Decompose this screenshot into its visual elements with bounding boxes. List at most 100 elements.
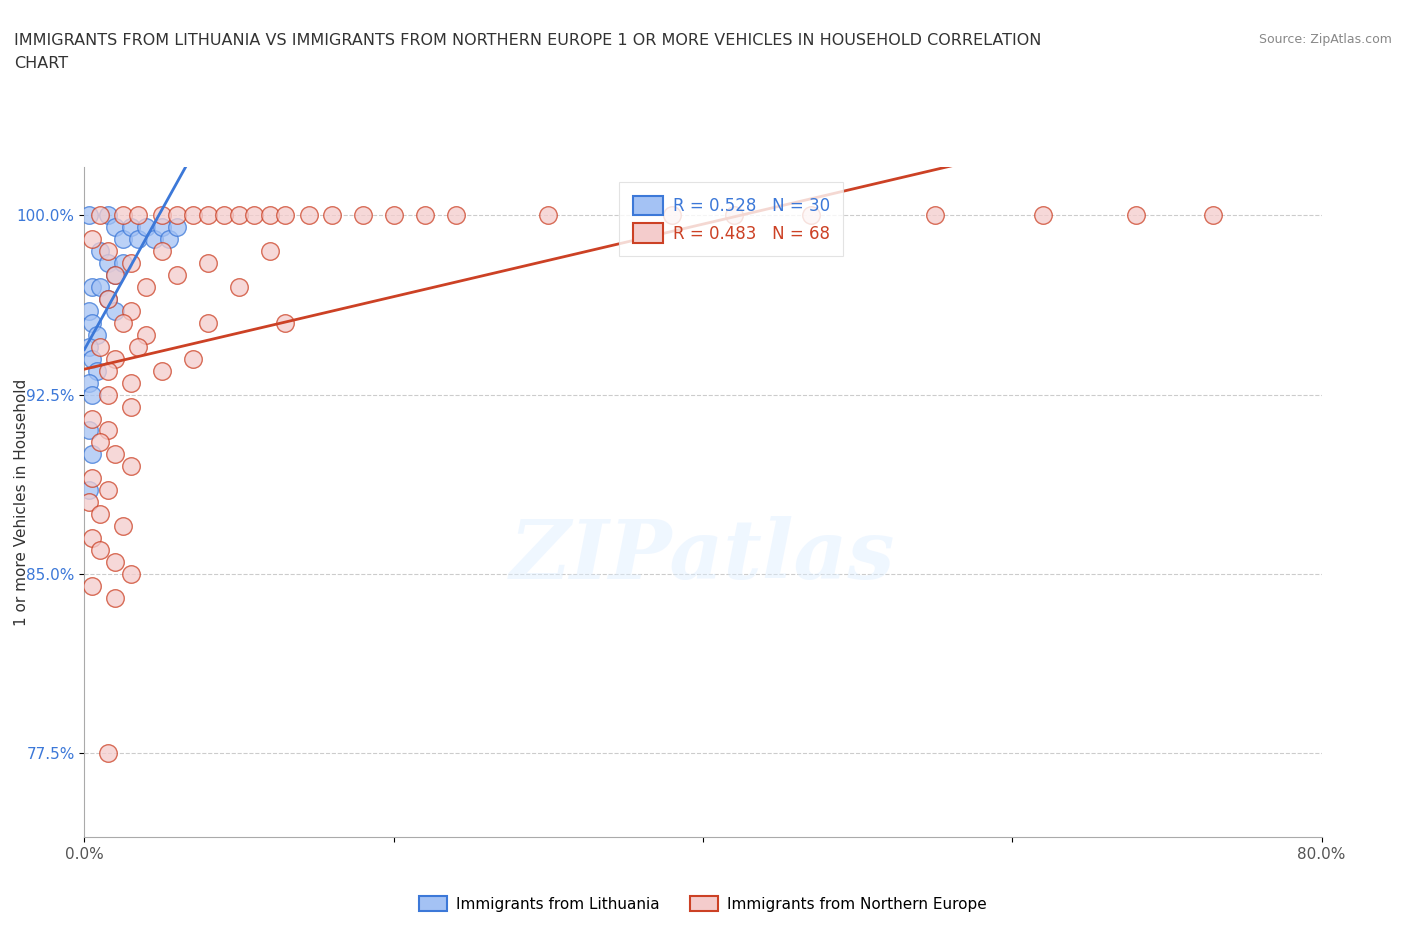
Point xyxy=(197,315,219,330)
Point xyxy=(259,207,281,222)
Point xyxy=(661,207,683,222)
Point xyxy=(96,483,118,498)
Point xyxy=(96,291,118,306)
Point xyxy=(127,339,149,354)
Point xyxy=(86,327,108,342)
Point xyxy=(135,327,157,342)
Point xyxy=(96,423,118,438)
Point xyxy=(104,303,127,318)
Point xyxy=(537,207,560,222)
Point xyxy=(197,256,219,271)
Point xyxy=(150,244,173,259)
Point xyxy=(120,375,142,390)
Point xyxy=(112,519,135,534)
Point xyxy=(96,746,118,761)
Point xyxy=(135,280,157,295)
Point xyxy=(104,268,127,283)
Point xyxy=(166,268,188,283)
Point xyxy=(166,207,188,222)
Point xyxy=(212,207,235,222)
Point xyxy=(77,423,100,438)
Point xyxy=(96,256,118,271)
Point xyxy=(89,280,111,295)
Point xyxy=(150,364,173,379)
Point xyxy=(77,339,100,354)
Point xyxy=(444,207,467,222)
Point xyxy=(228,280,250,295)
Point xyxy=(120,256,142,271)
Point xyxy=(86,364,108,379)
Point xyxy=(352,207,374,222)
Point xyxy=(1125,207,1147,222)
Point xyxy=(243,207,266,222)
Point xyxy=(104,554,127,569)
Point xyxy=(259,244,281,259)
Point xyxy=(166,219,188,234)
Point xyxy=(181,352,204,366)
Text: 1 or more Vehicles in Household: 1 or more Vehicles in Household xyxy=(14,379,28,626)
Point xyxy=(77,207,100,222)
Point xyxy=(82,315,104,330)
Point xyxy=(77,303,100,318)
Text: IMMIGRANTS FROM LITHUANIA VS IMMIGRANTS FROM NORTHERN EUROPE 1 OR MORE VEHICLES : IMMIGRANTS FROM LITHUANIA VS IMMIGRANTS … xyxy=(14,33,1042,47)
Point xyxy=(127,207,149,222)
Point xyxy=(274,207,297,222)
Text: CHART: CHART xyxy=(14,56,67,71)
Point xyxy=(77,495,100,510)
Point xyxy=(321,207,343,222)
Point xyxy=(82,471,104,485)
Point xyxy=(77,483,100,498)
Point xyxy=(82,352,104,366)
Point xyxy=(120,566,142,581)
Point xyxy=(181,207,204,222)
Point xyxy=(82,387,104,402)
Point xyxy=(723,207,745,222)
Point xyxy=(104,447,127,462)
Point xyxy=(413,207,436,222)
Point xyxy=(120,458,142,473)
Point xyxy=(104,591,127,605)
Point xyxy=(77,375,100,390)
Point xyxy=(120,219,142,234)
Point xyxy=(112,256,135,271)
Point xyxy=(96,364,118,379)
Point xyxy=(112,315,135,330)
Legend: R = 0.528   N = 30, R = 0.483   N = 68: R = 0.528 N = 30, R = 0.483 N = 68 xyxy=(620,182,844,256)
Point xyxy=(89,435,111,450)
Point xyxy=(143,232,166,246)
Point xyxy=(120,303,142,318)
Point xyxy=(120,399,142,414)
Point xyxy=(112,207,135,222)
Text: ZIPatlas: ZIPatlas xyxy=(510,516,896,596)
Text: Source: ZipAtlas.com: Source: ZipAtlas.com xyxy=(1258,33,1392,46)
Point xyxy=(96,291,118,306)
Point xyxy=(89,207,111,222)
Point xyxy=(924,207,946,222)
Point xyxy=(150,207,173,222)
Point xyxy=(89,244,111,259)
Point xyxy=(112,232,135,246)
Point xyxy=(82,411,104,426)
Point xyxy=(104,268,127,283)
Point xyxy=(228,207,250,222)
Point xyxy=(82,280,104,295)
Point xyxy=(159,232,180,246)
Point xyxy=(96,244,118,259)
Point xyxy=(96,207,118,222)
Legend: Immigrants from Lithuania, Immigrants from Northern Europe: Immigrants from Lithuania, Immigrants fr… xyxy=(413,889,993,918)
Point xyxy=(82,531,104,546)
Point xyxy=(135,219,157,234)
Point xyxy=(382,207,405,222)
Point xyxy=(127,232,149,246)
Point xyxy=(82,232,104,246)
Point xyxy=(89,339,111,354)
Point xyxy=(89,542,111,557)
Point xyxy=(298,207,321,222)
Point xyxy=(82,447,104,462)
Point xyxy=(274,315,297,330)
Point xyxy=(1202,207,1225,222)
Point xyxy=(89,507,111,522)
Point xyxy=(150,219,173,234)
Point xyxy=(197,207,219,222)
Point xyxy=(104,352,127,366)
